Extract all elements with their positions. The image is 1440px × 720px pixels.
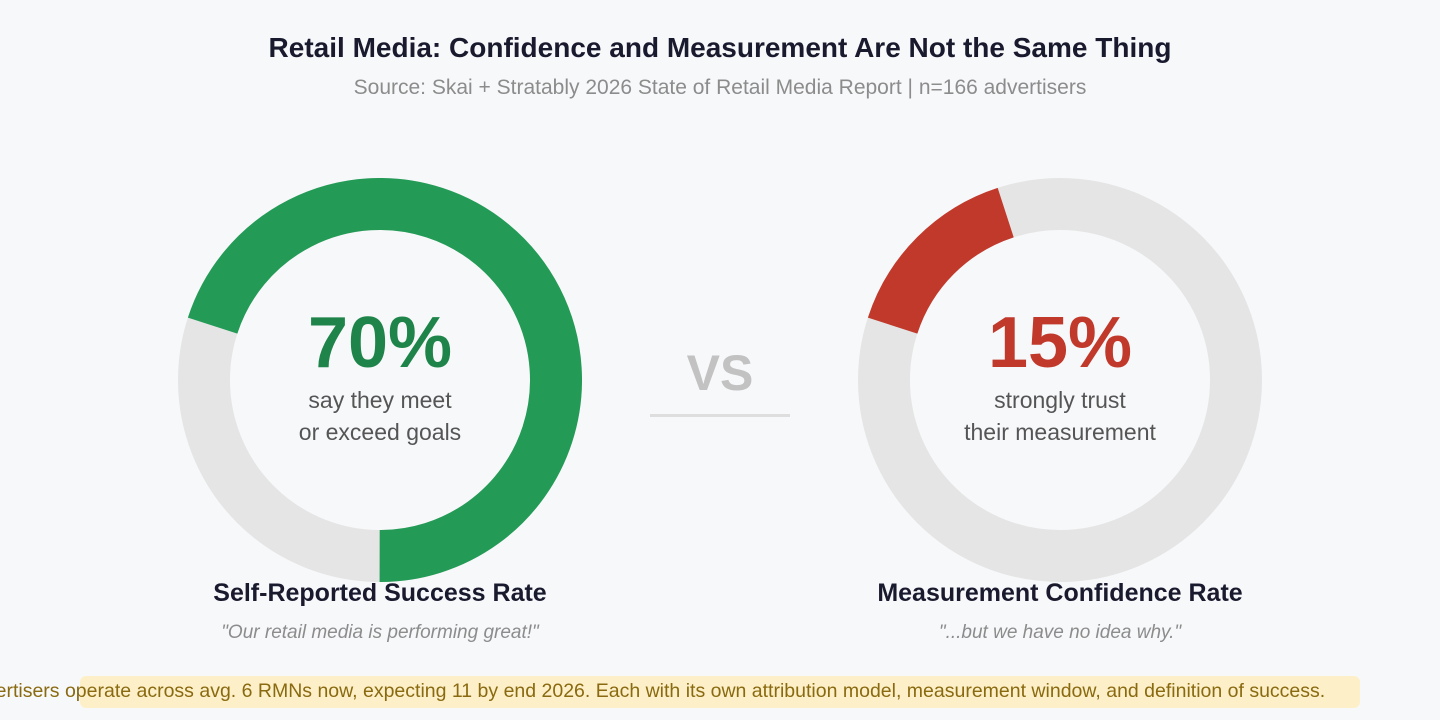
confidence-donut [858,178,1262,582]
footer-highlight [80,676,1360,708]
confidence-percentage: 15% [987,303,1133,383]
success-donut [178,178,582,582]
footer-note: Advertisers operate across avg. 6 RMNs n… [0,676,1440,708]
confidence-label: Measurement Confidence Rate [877,579,1243,607]
success-caption-line1: say they meet [308,387,452,413]
donut-track [858,178,1262,582]
donut-value-arc [178,178,582,582]
chart-subtitle: Source: Skai + Stratably 2026 State of R… [353,76,1087,99]
donut-value-arc [858,178,1262,582]
success-percentage: 70% [307,303,453,383]
footer-text: Advertisers operate across avg. 6 RMNs n… [0,680,1326,702]
confidence-caption-line2: their measurement [964,419,1156,445]
vs-divider [650,414,790,417]
success-caption-line2: or exceed goals [298,419,462,445]
confidence-quote: "...but we have no idea why." [938,622,1182,643]
confidence-caption-line1: strongly trust [994,387,1126,413]
vs-label: VS [686,345,754,401]
chart-title: Retail Media: Confidence and Measurement… [268,32,1172,63]
success-quote: "Our retail media is performing great!" [221,622,539,643]
success-label: Self-Reported Success Rate [213,579,547,607]
